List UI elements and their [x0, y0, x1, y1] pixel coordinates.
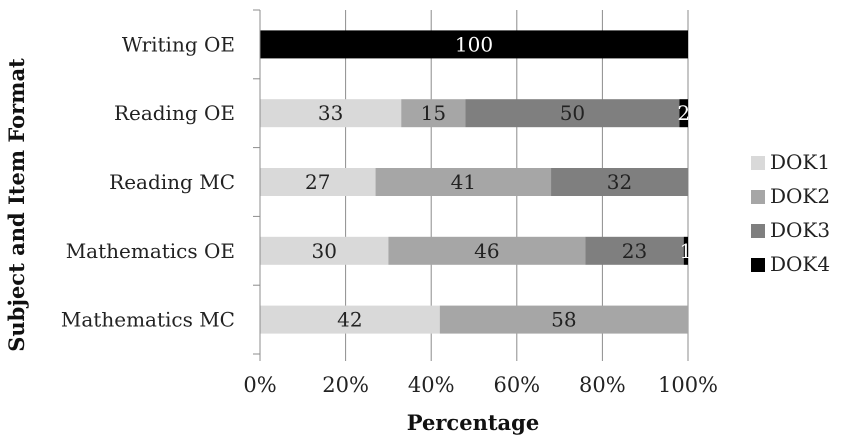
x-tick-label: 0%: [243, 373, 276, 397]
bar-segment-dok3: [551, 168, 688, 196]
legend-swatch-dok4: [751, 258, 765, 272]
data-label: 32: [607, 170, 632, 194]
bar-segment-dok2: [401, 99, 466, 128]
legend-label: DOK2: [770, 184, 830, 208]
data-label: 23: [622, 239, 647, 263]
data-label: 27: [305, 170, 330, 194]
x-axis-title: Percentage: [407, 410, 539, 435]
x-tick-label: 80%: [579, 373, 626, 397]
data-label: 46: [474, 239, 499, 263]
x-tick-labels: 0% 20% 40% 60% 80% 100%: [243, 373, 718, 397]
bar-segment-dok2: [439, 305, 688, 334]
legend-swatch-dok2: [751, 190, 765, 204]
x-tick-label: 60%: [493, 373, 540, 397]
legend-label: DOK3: [770, 218, 830, 242]
x-tick-label: 40%: [408, 373, 455, 397]
bar-segment-dok4: [260, 30, 688, 59]
data-label: 58: [551, 308, 576, 332]
data-label: 100: [455, 32, 493, 56]
data-label: 50: [560, 101, 585, 125]
data-label: 15: [421, 101, 446, 125]
bar-segment-dok4: [683, 236, 688, 265]
data-label: 41: [451, 170, 476, 194]
legend: DOK1 DOK2 DOK3 DOK4: [751, 150, 830, 276]
bar-segment-dok4: [679, 99, 688, 128]
data-label: 42: [337, 308, 362, 332]
bar-segment-dok1: [260, 305, 440, 334]
legend-label: DOK1: [770, 150, 830, 174]
bar-segment-dok1: [260, 236, 389, 265]
y-axis-title: Subject and Item Format: [4, 58, 29, 352]
category-label: Reading MC: [109, 170, 235, 194]
axes: [253, 9, 689, 361]
data-label: 30: [311, 239, 336, 263]
legend-swatch-dok3: [751, 224, 765, 238]
data-label: 2: [677, 101, 690, 125]
bar-segment-dok2: [375, 168, 552, 196]
bar-segment-dok3: [465, 99, 680, 128]
bar-segment-dok1: [260, 99, 402, 128]
bar-segment-dok2: [388, 236, 586, 265]
x-tick-label: 100%: [658, 373, 718, 397]
category-label: Mathematics MC: [61, 308, 235, 332]
bar-segment-dok1: [260, 168, 376, 196]
legend-label: DOK4: [770, 252, 830, 276]
data-label: 1: [679, 239, 692, 263]
category-label: Reading OE: [114, 101, 235, 125]
category-label: Writing OE: [122, 32, 235, 56]
bars: 100 33 15 50 2 27 41 32 30 46 23 1 42 58: [260, 30, 692, 334]
category-label: Mathematics OE: [66, 239, 235, 263]
category-labels: Writing OE Reading OE Reading MC Mathematic…: [61, 32, 235, 331]
x-tick-label: 20%: [322, 373, 369, 397]
bar-segment-dok3: [585, 236, 684, 265]
data-label: 33: [318, 101, 343, 125]
legend-swatch-dok1: [751, 156, 765, 170]
